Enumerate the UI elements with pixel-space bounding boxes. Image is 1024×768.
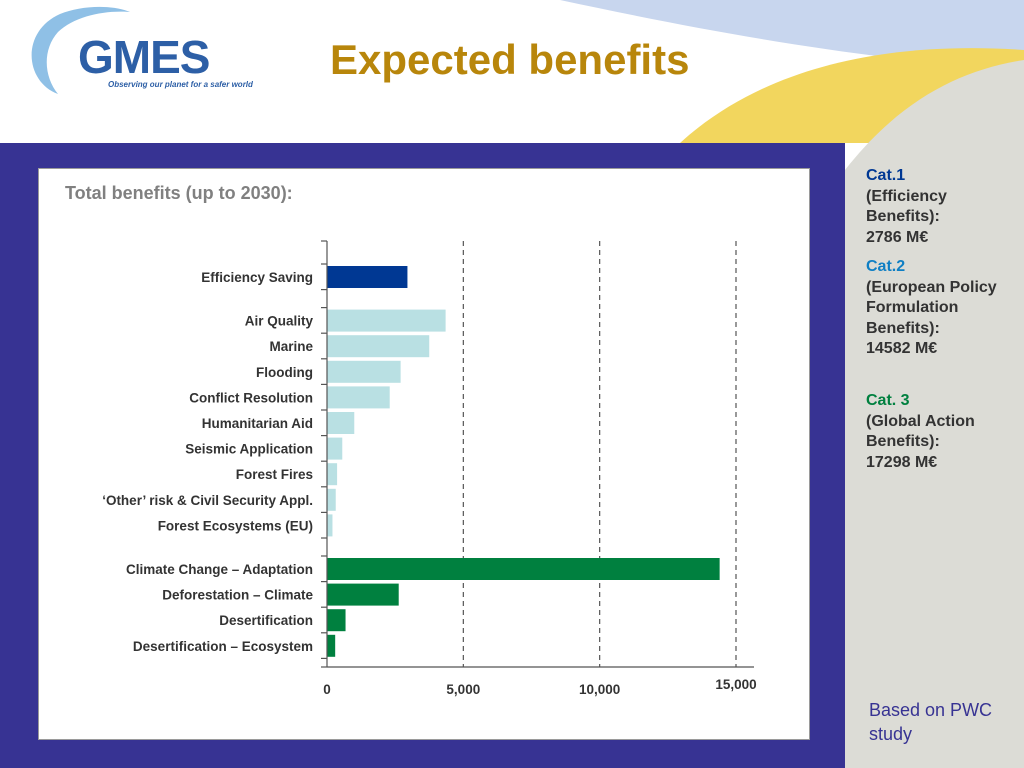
category-3-info: Cat. 3 (Global Action Benefits): 17298 M… <box>866 391 1016 473</box>
bar-2 <box>327 335 430 358</box>
x-tick-label-2: 10,000 <box>579 682 620 697</box>
bar-3 <box>327 360 401 383</box>
bar-label-6: Seismic Application <box>185 442 313 457</box>
bar-11 <box>327 583 399 606</box>
bar-5 <box>327 412 355 434</box>
bar-label-4: Conflict Resolution <box>189 390 313 405</box>
footnote: Based on PWC study <box>869 700 993 744</box>
bar-chart: Efficiency Saving Air Quality Marine Floodi… <box>102 240 757 697</box>
bar-4 <box>327 386 390 409</box>
bar-9 <box>327 514 333 537</box>
x-tick-label-0: 0 <box>323 682 331 697</box>
category-1-value: 2786 M€ <box>866 228 929 246</box>
category-2-value: 14582 M€ <box>866 340 938 357</box>
bar-label-9: Forest Ecosystems (EU) <box>158 518 313 533</box>
bar-label-5: Humanitarian Aid <box>202 416 313 431</box>
logo-wordmark: GMES <box>78 31 210 83</box>
x-tick-label-1: 5,000 <box>446 682 480 697</box>
bar-6 <box>327 437 343 460</box>
logo-swoosh-icon <box>31 6 131 95</box>
chart-title: Total benefits (up to 2030): <box>65 183 293 203</box>
bar-label-1: Air Quality <box>245 314 314 329</box>
category-2-desc: (European Policy Formulation Benefits): <box>866 278 997 337</box>
bar-label-3: Flooding <box>256 365 313 380</box>
category-2-name: Cat.2 <box>866 258 906 275</box>
bar-label-12: Desertification <box>219 613 313 628</box>
bar-label-13: Desertification – Ecosystem <box>133 639 313 654</box>
x-tick-label-3: 15,000 <box>715 677 756 692</box>
chart-panel: Total benefits (up to 2030): Efficiency … <box>38 168 810 740</box>
bar-label-11: Deforestation – Climate <box>162 588 313 603</box>
bar-13 <box>327 634 336 657</box>
bar-label-7: Forest Fires <box>236 467 313 482</box>
bar-0 <box>327 266 408 288</box>
bar-12 <box>327 609 346 632</box>
bar-label-8: ‘Other’ risk & Civil Security Appl. <box>102 493 313 508</box>
logo-tagline: Observing our planet for a safer world <box>108 80 253 89</box>
bar-label-0: Efficiency Saving <box>201 270 313 285</box>
bar-label-2: Marine <box>269 339 313 354</box>
gmes-logo: GMES Observing our planet for a safer wo… <box>20 2 253 102</box>
bar-10 <box>327 558 720 580</box>
bar-7 <box>327 463 338 486</box>
category-3-value: 17298 M€ <box>866 453 938 471</box>
category-1-desc: (Efficiency Benefits): <box>866 187 947 226</box>
bar-label-10: Climate Change – Adaptation <box>126 562 313 577</box>
bar-8 <box>327 488 336 511</box>
category-1-info: Cat.1 (Efficiency Benefits): 2786 M€ <box>866 166 1016 248</box>
category-3-name: Cat. 3 <box>866 392 910 409</box>
category-1-name: Cat.1 <box>866 167 906 184</box>
slide-title: Expected benefits <box>330 36 690 83</box>
bar-1 <box>327 309 446 332</box>
category-3-desc: (Global Action Benefits): <box>866 412 975 451</box>
category-2-info: Cat.2 (European Policy Formulation Benef… <box>866 257 1016 360</box>
